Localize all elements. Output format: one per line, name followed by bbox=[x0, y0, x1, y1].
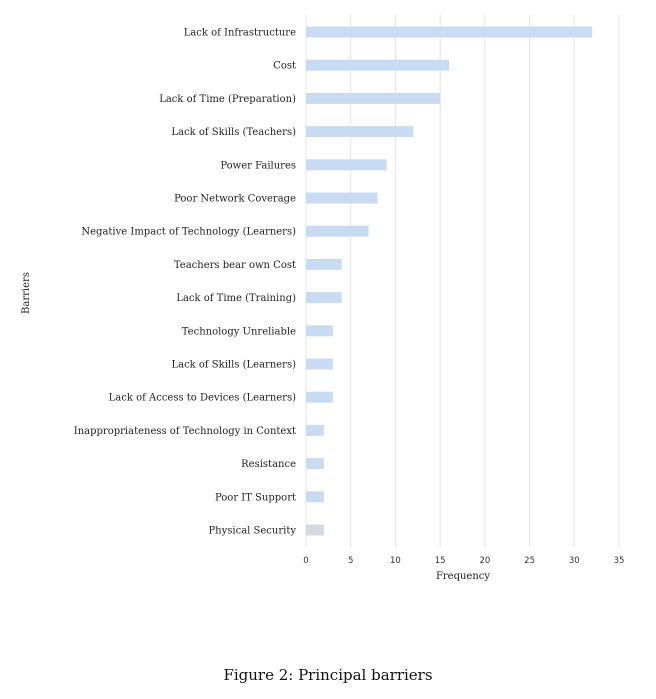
y-axis-title: Barriers bbox=[21, 272, 32, 314]
bar bbox=[306, 258, 342, 270]
x-tick-label: 35 bbox=[614, 556, 625, 566]
category-label: Lack of Skills (Learners) bbox=[171, 360, 296, 371]
x-tick-labels: 0 5 10 15 20 25 30 35 bbox=[303, 556, 624, 566]
x-tick-label: 0 bbox=[303, 556, 308, 566]
bar bbox=[306, 325, 333, 337]
category-label: Physical Security bbox=[208, 526, 296, 537]
x-tick-label: 5 bbox=[348, 556, 353, 566]
bar bbox=[306, 59, 450, 71]
x-axis-title: Frequency bbox=[436, 571, 490, 582]
bar bbox=[306, 26, 593, 38]
bar bbox=[306, 491, 324, 503]
category-label: Lack of Access to Devices (Learners) bbox=[109, 393, 296, 404]
figure-caption: Figure 2: Principal barriers bbox=[223, 666, 433, 684]
x-tick-label: 15 bbox=[435, 556, 446, 566]
x-tick-label: 25 bbox=[524, 556, 535, 566]
bar bbox=[306, 292, 342, 304]
bar bbox=[306, 391, 333, 403]
bars-group bbox=[306, 26, 593, 536]
category-label: Resistance bbox=[241, 459, 296, 470]
category-label: Inappropriateness of Technology in Conte… bbox=[74, 426, 296, 437]
x-tick-label: 20 bbox=[479, 556, 490, 566]
category-label: Cost bbox=[273, 61, 296, 72]
category-label: Lack of Time (Preparation) bbox=[159, 94, 296, 105]
category-label: Lack of Time (Training) bbox=[176, 293, 296, 304]
category-label: Technology Unreliable bbox=[182, 326, 296, 337]
category-label: Power Failures bbox=[220, 160, 296, 171]
category-label: Poor Network Coverage bbox=[174, 194, 296, 205]
bar-chart: Lack of Infrastructure Cost Lack of Time (… bbox=[21, 15, 624, 582]
bar bbox=[306, 458, 324, 470]
bar bbox=[306, 424, 324, 436]
x-tick-label: 10 bbox=[390, 556, 401, 566]
category-labels: Lack of Infrastructure Cost Lack of Time (… bbox=[74, 28, 297, 537]
bar bbox=[306, 126, 414, 138]
category-label: Negative Impact of Technology (Learners) bbox=[81, 227, 296, 238]
category-label: Poor IT Support bbox=[215, 492, 296, 503]
x-tick-label: 30 bbox=[569, 556, 580, 566]
bar bbox=[306, 92, 441, 104]
bar bbox=[306, 524, 324, 536]
bar bbox=[306, 225, 369, 237]
category-label: Lack of Skills (Teachers) bbox=[171, 127, 296, 138]
bar bbox=[306, 159, 387, 171]
bar bbox=[306, 358, 333, 370]
category-label: Lack of Infrastructure bbox=[184, 28, 296, 39]
category-label: Teachers bear own Cost bbox=[174, 260, 296, 271]
bar bbox=[306, 192, 378, 204]
